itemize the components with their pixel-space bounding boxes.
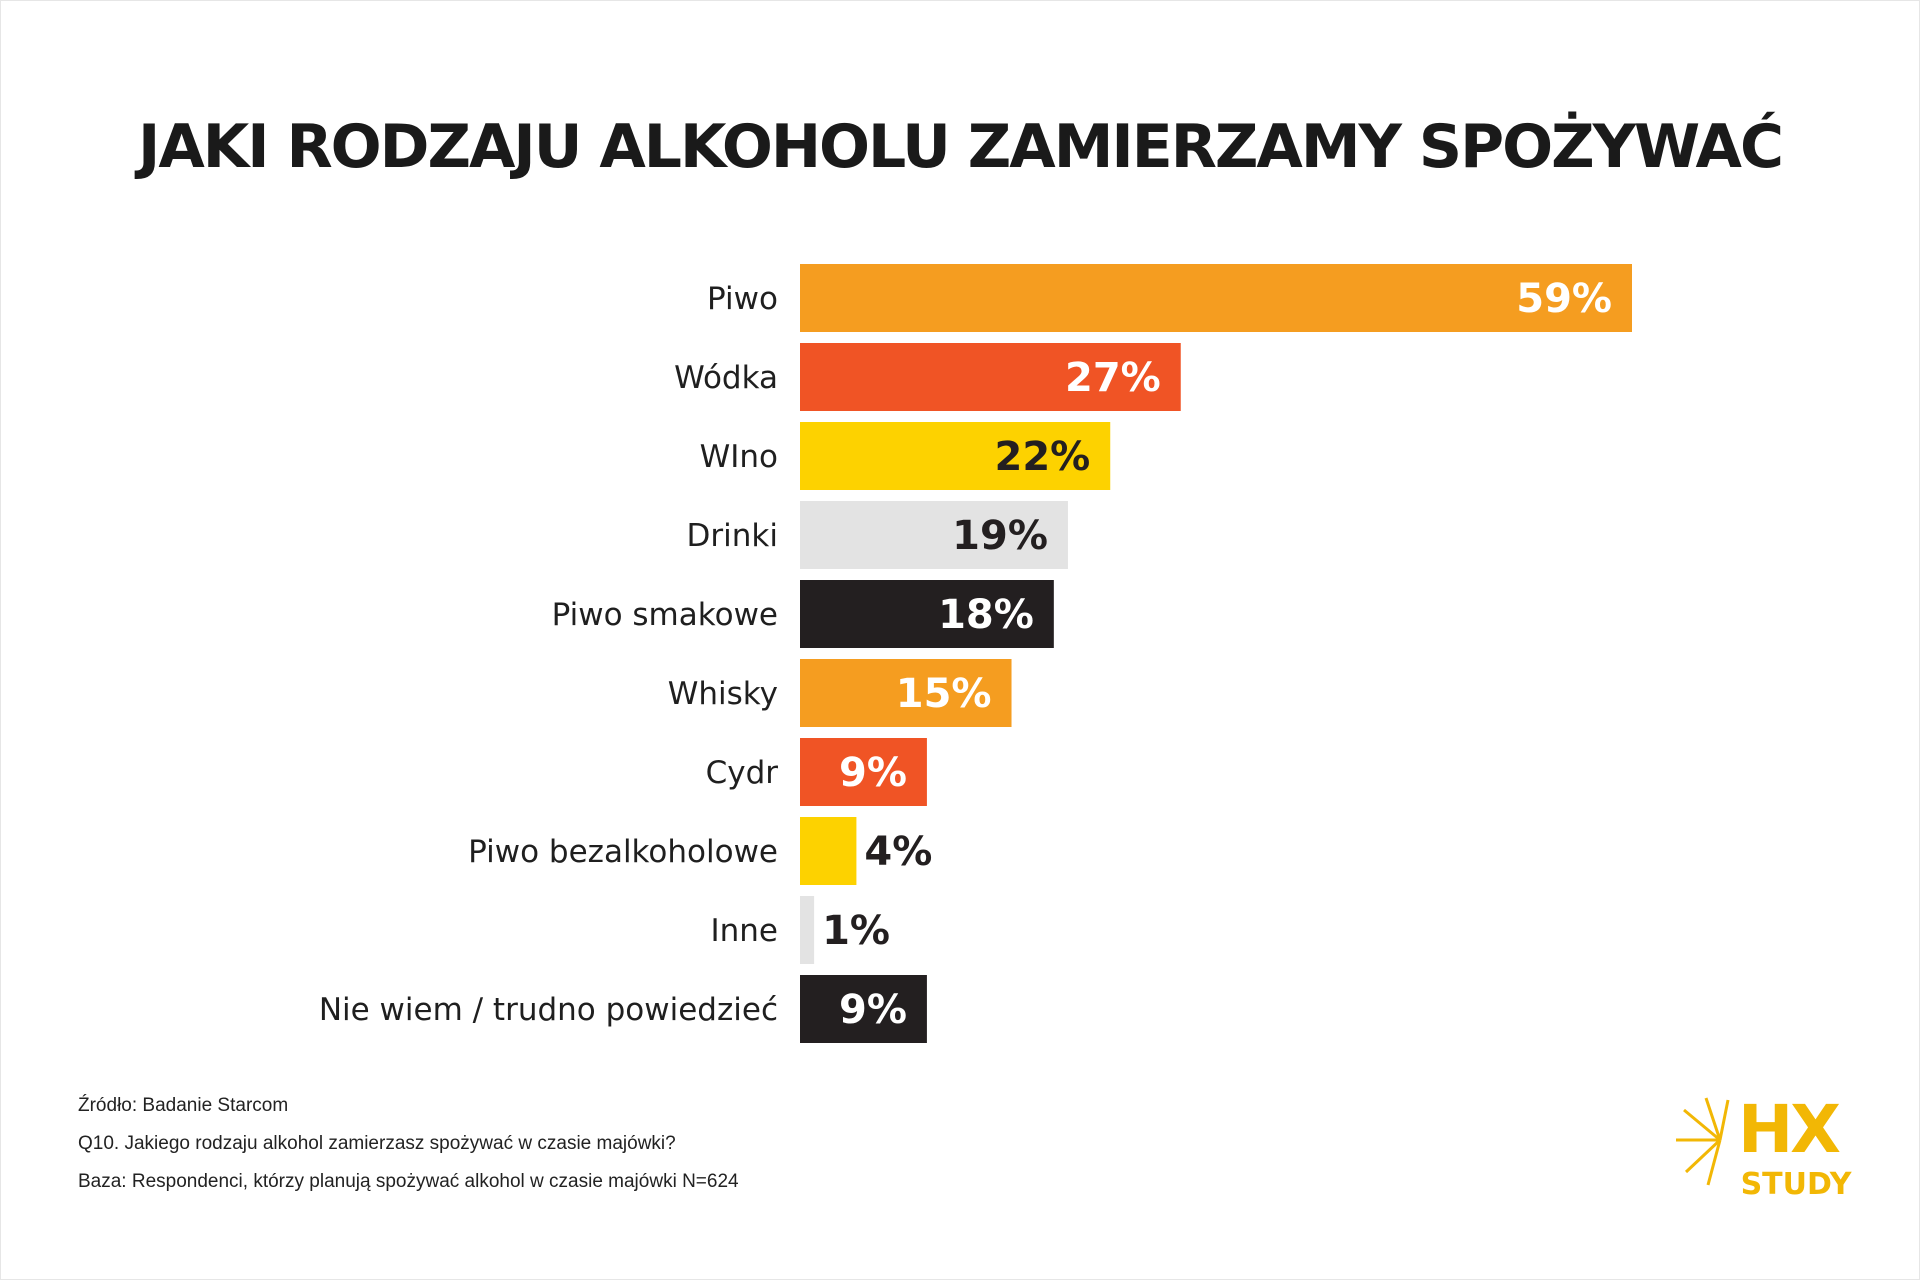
category-label: Piwo smakowe [552, 597, 778, 633]
question-note: Q10. Jakiego rodzaju alkohol zamierzasz … [78, 1133, 676, 1154]
bar-9 [800, 975, 927, 1043]
bar-5 [800, 659, 1012, 727]
logo-hx-text: HX [1738, 1091, 1840, 1168]
value-label: 27% [1065, 355, 1161, 401]
category-label: Piwo bezalkoholowe [468, 834, 778, 870]
source-note: Źródło: Badanie Starcom [78, 1095, 289, 1116]
category-label: Wódka [674, 360, 778, 396]
value-label: 19% [952, 513, 1048, 559]
sunburst-icon [1676, 1097, 1730, 1186]
category-label: WIno [700, 439, 778, 475]
bar-2 [800, 422, 1111, 490]
bar-3 [800, 501, 1068, 569]
hx-study-logo: HX STUDY [1676, 1091, 1853, 1202]
logo-study-text: STUDY [1741, 1167, 1853, 1202]
value-label: 15% [896, 671, 992, 717]
bar-7 [800, 817, 857, 885]
bar-1 [800, 343, 1181, 411]
bar-0 [800, 264, 1632, 332]
category-label: Whisky [668, 676, 778, 712]
value-label: 18% [938, 592, 1034, 638]
value-label: 1% [822, 908, 890, 954]
value-label: 9% [839, 987, 907, 1033]
bar-8 [800, 896, 815, 964]
chart-title: JAKI RODZAJU ALKOHOLU ZAMIERZAMY SPOŻYWA… [138, 112, 1784, 182]
value-label: 9% [839, 750, 907, 796]
value-label: 59% [1516, 276, 1612, 322]
category-label: Nie wiem / trudno powiedzieć [319, 992, 778, 1028]
category-label: Drinki [687, 518, 778, 554]
value-label: 22% [994, 434, 1090, 480]
footnotes: Źródło: Badanie Starcom Q10. Jakiego rod… [78, 1095, 739, 1209]
base-note: Baza: Respondenci, którzy planują spożyw… [78, 1171, 739, 1192]
category-label: Inne [710, 913, 778, 949]
category-label: Cydr [706, 755, 779, 791]
bar-4 [800, 580, 1054, 648]
category-label: Piwo [707, 281, 778, 317]
value-label: 4% [864, 829, 932, 875]
bar-6 [800, 738, 927, 806]
